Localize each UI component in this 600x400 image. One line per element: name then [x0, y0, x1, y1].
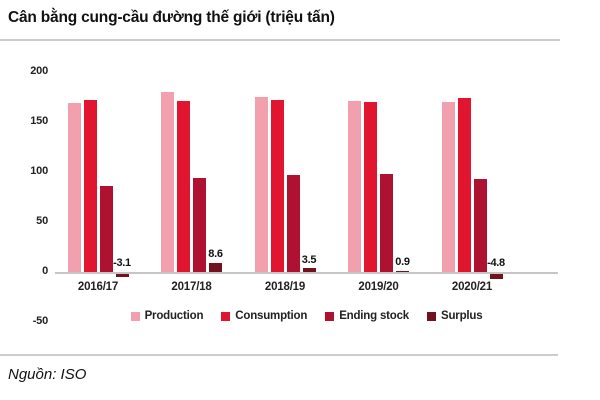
legend-label-production: Production: [144, 310, 204, 322]
data-label-surplus-2020/21: -4.8: [487, 257, 505, 269]
bar-production-2019/20: [348, 101, 361, 272]
legend-item-production: Production: [130, 310, 204, 322]
x-axis-tick-2020/21: 2020/21: [451, 281, 493, 293]
y-axis-tick-150: 150: [30, 115, 48, 127]
data-label-surplus-2017/18: 8.6: [208, 248, 223, 261]
chart-title: Cân bằng cung-cầu đường thế giới (triệu …: [8, 9, 335, 26]
legend-item-consumption: Consumption: [221, 310, 307, 322]
bar-production-2018/19: [254, 97, 268, 272]
bar-production-2020/21: [441, 102, 455, 272]
bar-ending-stock-2017/18: [193, 178, 206, 272]
legend-label-consumption: Consumption: [235, 310, 308, 322]
bar-surplus-2017/18: [209, 263, 222, 272]
data-label-surplus-2018/19: 3.5: [301, 253, 317, 266]
legend-swatch-consumption: [221, 311, 231, 321]
x-axis-tick-2019/20: 2019/20: [358, 281, 399, 293]
legend-item-ending-stock: Ending stock: [325, 310, 409, 322]
bar-surplus-2020/21: [489, 274, 503, 279]
bar-surplus-2016/17: [115, 274, 129, 277]
data-label-surplus-2016/17: -3.1: [113, 257, 131, 269]
legend-swatch-surplus: [427, 311, 436, 321]
legend-label-surplus: Surplus: [441, 310, 483, 322]
x-axis-tick-2016/17: 2016/17: [77, 281, 119, 293]
bar-consumption-2017/18: [177, 101, 190, 272]
bar-surplus-2019/20: [396, 271, 409, 272]
footer-divider: [0, 354, 558, 356]
bar-surplus-2018/19: [302, 268, 316, 272]
bar-ending-stock-2018/19: [286, 175, 300, 272]
chart-legend: Production Consumption Ending stock Surplus: [55, 310, 558, 322]
bar-production-2017/18: [161, 92, 174, 272]
title-divider: [0, 39, 560, 41]
x-axis-tick-2017/18: 2017/18: [171, 281, 212, 293]
y-axis-tick--50: -50: [32, 315, 49, 327]
y-axis-tick-100: 100: [30, 165, 48, 177]
bar-ending-stock-2020/21: [473, 179, 487, 272]
bar-consumption-2016/17: [83, 100, 97, 272]
bar-consumption-2019/20: [364, 102, 377, 272]
bar-consumption-2018/19: [270, 100, 284, 272]
legend-label-ending-stock: Ending stock: [339, 310, 409, 322]
bar-production-2016/17: [67, 103, 81, 272]
y-axis-tick-0: 0: [42, 265, 48, 277]
legend-swatch-production: [130, 311, 140, 321]
x-axis-line: [55, 272, 558, 274]
y-axis-tick-200: 200: [30, 65, 48, 77]
bar-ending-stock-2019/20: [380, 174, 393, 272]
data-label-surplus-2019/20: 0.9: [395, 256, 410, 269]
source-note: Nguồn: ISO: [8, 366, 87, 383]
legend-item-surplus: Surplus: [427, 310, 483, 322]
bar-ending-stock-2016/17: [99, 186, 113, 272]
y-axis-tick-50: 50: [36, 215, 48, 227]
bar-consumption-2020/21: [457, 98, 471, 272]
legend-swatch-ending-stock: [325, 311, 335, 321]
x-axis-tick-2018/19: 2018/19: [264, 281, 306, 293]
